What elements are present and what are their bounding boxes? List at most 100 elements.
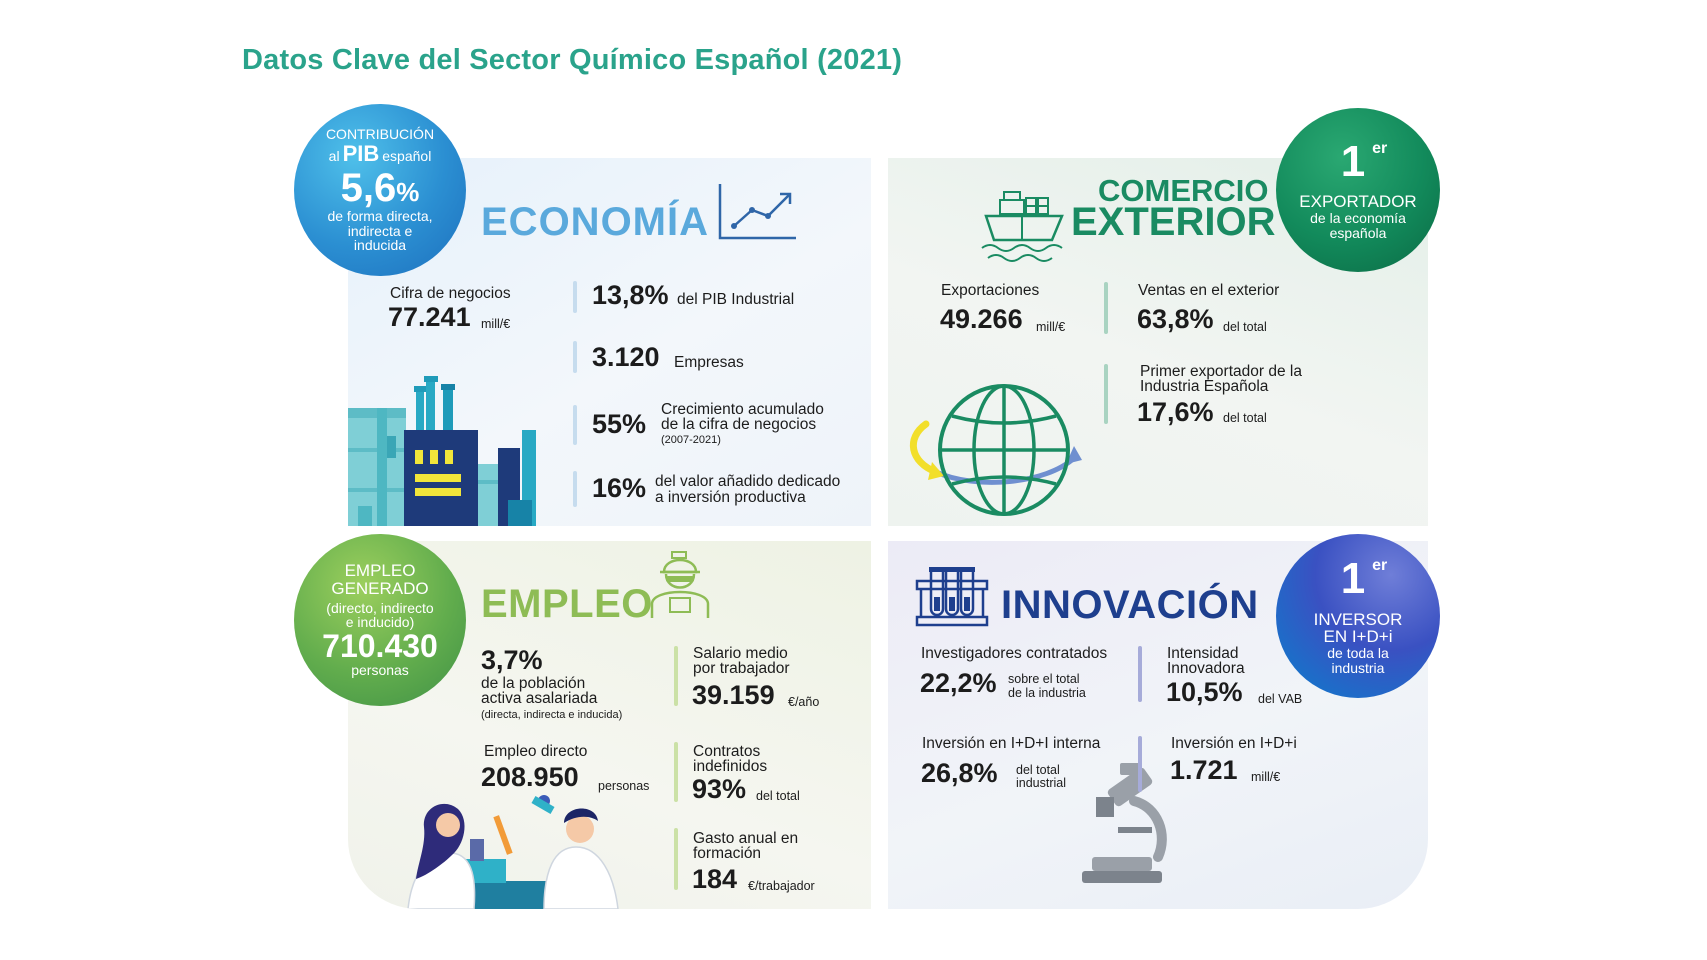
empleo-generado-badge: EMPLEO GENERADO (directo, indirecto e in…	[294, 534, 466, 706]
valor-anadido-text2: a inversión productiva	[655, 489, 806, 506]
pib-line3: de forma directa,	[327, 207, 433, 224]
crecimiento-text3: (2007-2021)	[661, 434, 721, 446]
intensidad-unit: del VAB	[1258, 692, 1303, 706]
primer-label-2: Industria Española	[1140, 378, 1269, 395]
cifra-label: Cifra de negocios	[390, 285, 511, 302]
exportador-ordinal-sup: er	[1372, 140, 1388, 158]
exportador-badge: 1 er EXPORTADOR de la economía española	[1276, 108, 1440, 272]
empleo-directo-value: 208.950	[481, 762, 579, 792]
pib-contribution-badge: CONTRIBUCIÓN al PIB español 5,6 % de for…	[294, 104, 466, 276]
inversion-label: Inversión en I+D+i	[1171, 735, 1297, 752]
divider	[573, 341, 577, 373]
primer-unit: del total	[1223, 411, 1267, 425]
exportador-line1: EXPORTADOR	[1299, 192, 1417, 212]
investigadores-value: 22,2%	[920, 668, 997, 698]
investigadores-unit-2: de la industria	[1008, 686, 1086, 700]
poblacion-text3: (directa, indirecta e inducida)	[481, 709, 623, 721]
pib-line4: indirecta e	[347, 222, 413, 239]
empleo-directo-label: Empleo directo	[484, 743, 588, 760]
comercio-heading-1: COMERCIO	[1098, 173, 1269, 208]
divider	[573, 471, 577, 507]
pib-line5: inducida	[353, 237, 407, 254]
test-tubes-icon	[915, 567, 989, 627]
economia-heading: ECONOMÍA	[481, 200, 709, 244]
divider	[674, 828, 678, 890]
gasto-label-2: formación	[693, 845, 762, 862]
investigadores-label: Investigadores contratados	[921, 645, 1108, 662]
pib-line2a: al	[328, 147, 340, 164]
inversor-ordinal-sup: er	[1372, 557, 1388, 575]
divider	[1138, 736, 1142, 792]
cifra-unit: mill/€	[481, 317, 511, 331]
scientists-icon	[407, 795, 619, 909]
ventas-unit: del total	[1223, 320, 1267, 334]
empleo-directo-unit: personas	[598, 779, 650, 793]
inversor-line2: EN I+D+i	[1323, 627, 1393, 647]
valor-anadido-value: 16%	[592, 473, 647, 503]
empresas-value: 3.120	[592, 342, 660, 372]
contratos-label-1: Contratos	[693, 743, 761, 760]
ventas-value: 63,8%	[1137, 304, 1214, 334]
interna-unit-2: industrial	[1016, 776, 1067, 790]
gasto-value: 184	[692, 864, 738, 894]
inversor-line3: de toda la	[1327, 645, 1389, 662]
intensidad-value: 10,5%	[1166, 677, 1243, 707]
inversion-value: 1.721	[1170, 755, 1238, 785]
divider	[674, 742, 678, 802]
contratos-value: 93%	[692, 774, 747, 804]
salario-label-2: por trabajador	[693, 660, 790, 677]
pib-line2b: PIB	[342, 140, 380, 166]
poblacion-text2: activa asalariada	[481, 690, 598, 707]
divider	[1104, 364, 1108, 424]
empleo-generado-line3: (directo, indirecto	[326, 599, 434, 616]
divider	[1138, 646, 1142, 702]
comercio-heading-2: EXTERIOR	[1071, 200, 1276, 244]
empresas-text: Empresas	[674, 354, 744, 371]
microscope-icon	[1082, 763, 1167, 883]
crecimiento-value: 55%	[592, 409, 647, 439]
interna-label: Inversión en I+D+I interna	[922, 735, 1101, 752]
divider	[573, 405, 577, 445]
contratos-label-2: indefinidos	[693, 758, 768, 775]
inversor-badge: 1 er INVERSOR EN I+D+i de toda la industr…	[1276, 534, 1440, 698]
pib-value: 5,6	[340, 165, 397, 210]
trend-chart-icon	[718, 184, 796, 240]
inversor-ordinal: 1	[1340, 554, 1366, 604]
investigadores-unit-1: sobre el total	[1008, 672, 1080, 686]
interna-unit-1: del total	[1016, 763, 1060, 777]
innovacion-heading: INNOVACIÓN	[1001, 583, 1259, 627]
cargo-ship-icon	[981, 191, 1064, 262]
pib-line1: CONTRIBUCIÓN	[325, 126, 435, 143]
gasto-unit: €/trabajador	[748, 879, 815, 893]
empleo-generado-line2: GENERADO	[331, 578, 429, 598]
exportador-line3: española	[1329, 225, 1387, 242]
crecimiento-text1: Crecimiento acumulado	[661, 401, 824, 418]
primer-label-1: Primer exportador de la	[1140, 363, 1302, 380]
primer-value: 17,6%	[1137, 397, 1214, 427]
inversion-unit: mill/€	[1251, 770, 1281, 784]
worker-icon	[650, 551, 710, 618]
exportaciones-label: Exportaciones	[941, 282, 1040, 299]
salario-unit: €/año	[788, 695, 820, 709]
inversor-line4: industria	[1331, 659, 1385, 676]
page-title: Datos Clave del Sector Químico Español (…	[242, 44, 903, 76]
salario-value: 39.159	[692, 680, 775, 710]
cifra-value: 77.241	[388, 302, 471, 332]
gasto-label-1: Gasto anual en	[693, 830, 799, 847]
salario-label-1: Salario medio	[693, 645, 788, 662]
divider	[1104, 282, 1108, 334]
interna-value: 26,8%	[921, 758, 998, 788]
pib-line2c: español	[382, 147, 432, 164]
poblacion-value: 3,7%	[481, 645, 543, 675]
exportaciones-unit: mill/€	[1036, 320, 1066, 334]
empleo-generado-line1: EMPLEO	[344, 560, 416, 580]
pib-industrial-text: del PIB Industrial	[677, 291, 795, 308]
economia-panel	[348, 158, 871, 526]
divider	[573, 281, 577, 313]
empleo-generado-value: 710.430	[322, 627, 438, 664]
intensidad-label-2: Innovadora	[1167, 660, 1245, 677]
inversor-line1: INVERSOR	[1313, 609, 1403, 629]
exportador-line2: de la economía	[1310, 210, 1406, 227]
valor-anadido-text1: del valor añadido dedicado	[655, 473, 841, 490]
empleo-generado-line4: e inducido)	[345, 614, 415, 631]
